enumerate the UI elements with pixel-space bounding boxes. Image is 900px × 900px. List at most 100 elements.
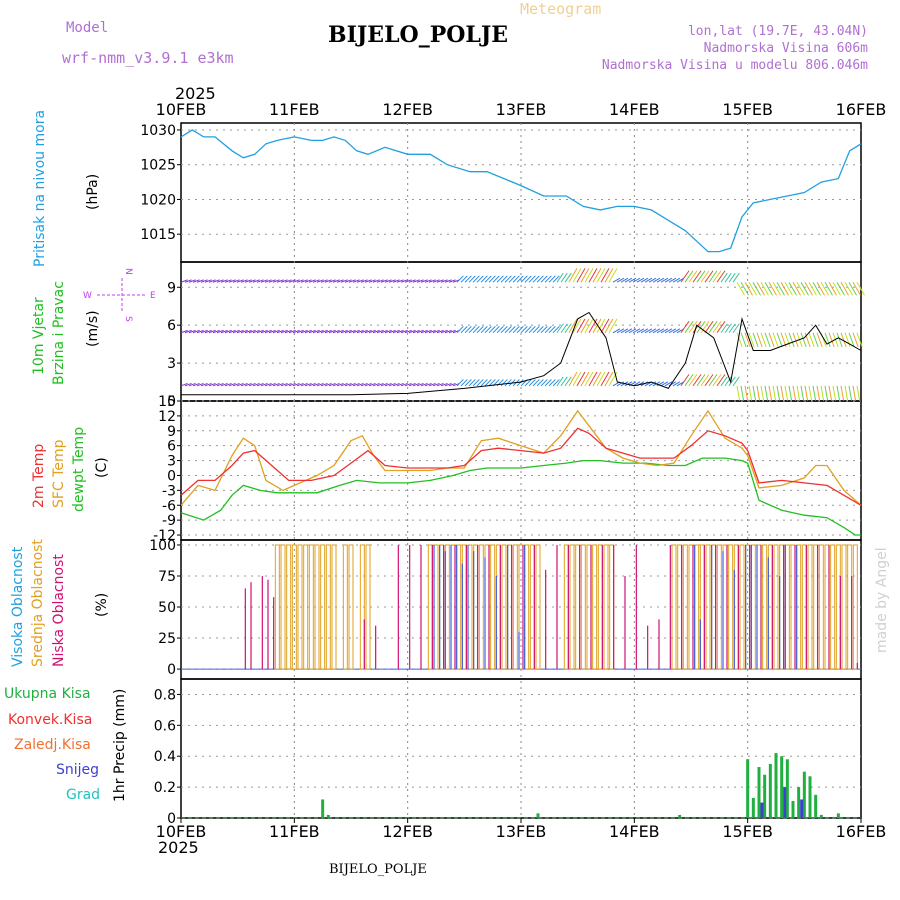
wind-barb-row-top bbox=[392, 279, 400, 283]
mid-cloud-bar bbox=[359, 544, 365, 670]
mid-cloud-bar bbox=[818, 544, 824, 670]
time-tick-top: 12FEB bbox=[382, 100, 433, 119]
mid-cloud-label: Srednja Oblacnost bbox=[30, 539, 46, 667]
wind-barb-row-mid bbox=[728, 323, 736, 334]
mid-cloud-bar bbox=[841, 544, 847, 670]
wind-barb-row-top bbox=[828, 281, 837, 296]
wind-barb-row-top bbox=[564, 272, 572, 283]
wind-barb-row-top bbox=[704, 270, 714, 283]
wind-barb-row-bottom bbox=[756, 385, 761, 401]
wind-barb-row-top bbox=[288, 279, 296, 283]
panel-frames bbox=[180, 122, 862, 819]
wind-barb-row-top bbox=[460, 275, 468, 283]
wind-barb-row-mid bbox=[548, 326, 556, 334]
wind-barb-row-mid bbox=[196, 329, 204, 334]
wind-barb-row-bottom bbox=[284, 382, 292, 387]
wind-barb-row-top bbox=[600, 268, 610, 283]
conv-precip-label: Konvek.Kisa bbox=[8, 712, 92, 728]
wind-barb-row-bottom bbox=[516, 379, 524, 387]
wind-barb-row-bottom bbox=[712, 374, 722, 387]
wind-barb-row-mid bbox=[624, 328, 633, 334]
wind-barb-row-mid bbox=[332, 329, 340, 334]
model-altitude-label: Nadmorska Visina u modelu 806.046m bbox=[601, 58, 868, 73]
wind-barb-row-top bbox=[668, 277, 677, 283]
total-precip-bar bbox=[751, 797, 755, 818]
wind-barb-row-bottom bbox=[716, 374, 726, 387]
wind-barb-row-mid bbox=[480, 326, 488, 334]
wind-barb-row-mid bbox=[844, 332, 851, 348]
wind-barb-row-top bbox=[716, 270, 726, 283]
mid-cloud-bar bbox=[297, 544, 303, 670]
wind-barb-row-bottom bbox=[540, 379, 548, 387]
temp-ytick: 6 bbox=[167, 439, 176, 455]
wind-barb-row-bottom bbox=[276, 382, 284, 387]
wind-barb-row-top bbox=[628, 277, 637, 283]
wind-barb-row-mid bbox=[768, 332, 775, 348]
wind-barb-row-bottom bbox=[784, 385, 789, 401]
wind-barb-row-top bbox=[656, 277, 665, 283]
wind-barb-row-mid bbox=[516, 326, 524, 334]
wind-barb-row-mid bbox=[620, 328, 629, 334]
wind-barb-row-bottom bbox=[724, 376, 732, 387]
time-tick-top: 11FEB bbox=[269, 100, 320, 119]
wind-barb-row-top bbox=[180, 279, 188, 283]
total-precip-bar bbox=[326, 814, 330, 818]
wind-barb-row-mid bbox=[412, 329, 420, 334]
wind-barb-row-mid bbox=[340, 329, 348, 334]
wind-barb-row-top bbox=[796, 281, 805, 296]
wind-barb-row-mid bbox=[432, 329, 440, 334]
wind-barb-row-top bbox=[592, 268, 602, 283]
wind-barb-row-mid bbox=[584, 318, 594, 334]
mid-cloud-bar bbox=[852, 544, 858, 670]
time-tick-top: 13FEB bbox=[496, 100, 547, 119]
wind-barb-row-top bbox=[648, 277, 657, 283]
wind-barb-row-bottom bbox=[308, 382, 316, 387]
wind-barb-row-top bbox=[212, 279, 220, 283]
mid-cloud-bar bbox=[331, 544, 337, 670]
wind-barb-row-top bbox=[572, 268, 582, 283]
wind-barb-row-top bbox=[736, 281, 745, 296]
total-precip-bar bbox=[678, 814, 682, 818]
wind-barb-row-mid bbox=[384, 329, 392, 334]
wind-barb-row-bottom bbox=[592, 371, 602, 387]
wind-barb-row-bottom bbox=[568, 371, 578, 387]
wind-barb-row-top bbox=[568, 268, 578, 283]
wind-barb-row-top bbox=[272, 279, 280, 283]
wind-barb-row-bottom bbox=[536, 379, 544, 387]
wind-barb-row-bottom bbox=[772, 385, 777, 401]
wind-barb-row-bottom bbox=[364, 382, 372, 387]
wind-barb-row-bottom bbox=[188, 382, 196, 387]
wind-barb-row-bottom bbox=[820, 385, 825, 401]
wind-barb-row-top bbox=[696, 270, 706, 283]
wind-barb-row-bottom bbox=[484, 379, 492, 387]
wind-barb-row-bottom bbox=[348, 382, 356, 387]
wind-barb-row-top bbox=[576, 268, 586, 283]
wind-barb-row-bottom bbox=[200, 382, 208, 387]
wind-barb-row-bottom bbox=[324, 382, 332, 387]
wind-barb-row-mid bbox=[660, 328, 669, 334]
wind-barb-row-top bbox=[836, 281, 845, 296]
wind-barb-row-mid bbox=[488, 326, 496, 334]
wind-barb-row-bottom bbox=[296, 382, 304, 387]
model-label: Model bbox=[66, 20, 109, 36]
wind-barb-row-bottom bbox=[460, 379, 468, 387]
wind-barb-row-top bbox=[252, 279, 260, 283]
wind-barb-row-bottom bbox=[760, 385, 765, 401]
wind-barb-row-top bbox=[428, 279, 436, 283]
wind-barb-row-mid bbox=[272, 329, 280, 334]
wind-barb-row-bottom bbox=[272, 382, 280, 387]
wind-barb-row-top bbox=[560, 272, 568, 283]
total-precip-bar bbox=[757, 767, 761, 818]
wind-barb-row-bottom bbox=[224, 382, 232, 387]
wind-barb-row-bottom bbox=[248, 382, 256, 387]
wind-barb-row-mid bbox=[464, 326, 472, 334]
wind-barb-row-mid bbox=[296, 329, 304, 334]
wind-barb-row-mid bbox=[560, 323, 568, 334]
wind-barb-row-mid bbox=[800, 332, 807, 348]
wind-barb-row-mid bbox=[552, 326, 560, 334]
temp-ytick: 15 bbox=[158, 394, 176, 410]
wind-barb-row-bottom bbox=[736, 385, 741, 401]
wind-barb-row-top bbox=[700, 270, 710, 283]
wind-barb-row-mid bbox=[292, 329, 300, 334]
wind-barb-row-bottom bbox=[604, 371, 614, 387]
